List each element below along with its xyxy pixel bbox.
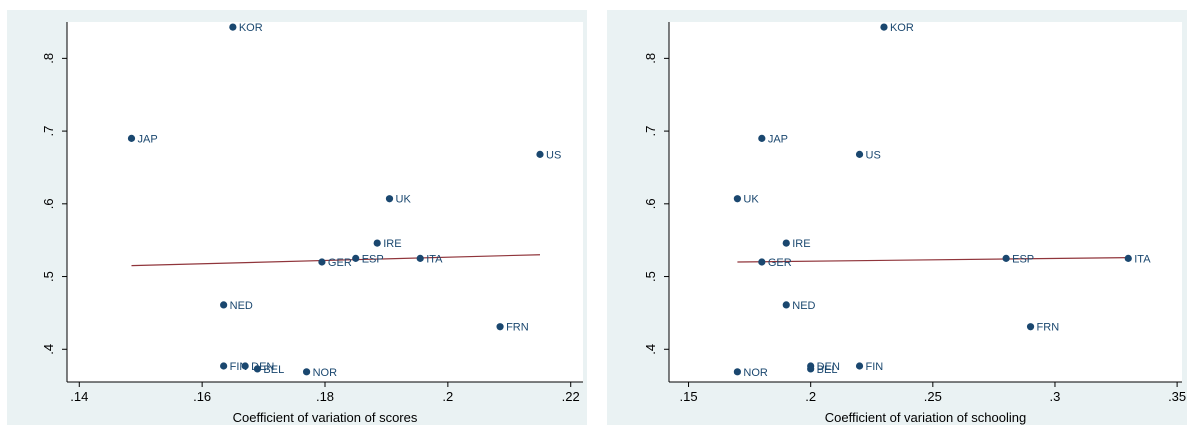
y-tick-label: .8 [41, 53, 56, 64]
data-point [1124, 254, 1132, 262]
data-point-label: ITA [1134, 253, 1151, 265]
data-point [253, 365, 262, 373]
data-point [782, 239, 790, 247]
data-point-label: UK [743, 194, 759, 206]
data-point [352, 254, 360, 262]
data-point-label: FRN [506, 322, 529, 334]
data-point [302, 368, 311, 376]
data-point-label: DEN [817, 361, 840, 373]
scatter-panel-1: .14 .16 .18 .2 .22 .4 .5 .6 .7 .8 Coefficient of v… [7, 10, 587, 425]
x-tick-label: .25 [924, 389, 942, 404]
data-point-label: ESP [362, 253, 384, 265]
data-point [1002, 254, 1010, 262]
data-point [536, 150, 544, 158]
y-tick-label: .4 [643, 344, 658, 355]
x-axis-title: Coefficient of variation of scores [233, 410, 418, 425]
x-tick-label: .2 [442, 389, 453, 404]
data-point-label: IRE [792, 238, 810, 250]
data-point-label: IRE [383, 238, 401, 250]
data-point [241, 362, 249, 370]
x-tick-label: .3 [1050, 389, 1061, 404]
data-point [758, 258, 766, 266]
data-point [733, 368, 742, 376]
data-point-label: GER [328, 257, 352, 269]
y-tick-label: .7 [41, 126, 56, 137]
data-point-label: FIN [866, 361, 884, 373]
data-point-label: ESP [1012, 253, 1034, 265]
x-tick-label: .14 [70, 389, 88, 404]
data-point [880, 23, 888, 31]
x-tick-label: .18 [316, 389, 334, 404]
fitted-line [131, 254, 541, 267]
data-point [758, 134, 766, 142]
data-point [733, 195, 742, 203]
x-tick-label: .15 [680, 389, 698, 404]
data-point [496, 323, 504, 331]
data-point-label: US [546, 149, 561, 161]
x-axis-title: Coefficient of variation of schooling [825, 410, 1026, 425]
data-point [373, 239, 381, 247]
data-point-label: US [866, 149, 881, 161]
fitted-line [737, 257, 1129, 263]
data-point-label: JAP [768, 133, 788, 145]
y-tick-label: .5 [643, 271, 658, 282]
data-point [782, 301, 790, 309]
data-point-label: BEL [263, 364, 284, 376]
plot-area [67, 22, 583, 382]
data-point [416, 254, 424, 262]
y-tick-label: .6 [41, 198, 56, 209]
data-point [855, 150, 864, 158]
x-tick-label: .2 [805, 389, 816, 404]
data-point [127, 134, 136, 142]
data-point-label: NOR [743, 367, 768, 379]
data-point-label: GER [768, 257, 792, 269]
data-point [229, 23, 237, 31]
data-point [807, 365, 815, 373]
data-point [855, 362, 864, 370]
data-point-label: NED [792, 300, 815, 312]
x-tick-label: .22 [562, 389, 580, 404]
data-point [220, 362, 228, 370]
data-point-label: BEL [817, 364, 838, 376]
y-tick-label: .4 [41, 344, 56, 355]
data-point [1026, 323, 1035, 331]
data-point-label: KOR [239, 22, 263, 34]
data-point-label: UK [396, 194, 412, 206]
x-tick-label: .16 [193, 389, 211, 404]
data-point-label: FRN [1037, 322, 1060, 334]
x-tick-label: .35 [1168, 389, 1186, 404]
y-tick-label: .6 [643, 198, 658, 209]
data-point [385, 195, 394, 203]
data-point-label: JAP [138, 133, 158, 145]
plot-area [669, 22, 1182, 382]
data-point-label: KOR [890, 22, 914, 34]
data-point [220, 301, 228, 309]
data-point-label: NOR [313, 367, 338, 379]
data-point-label: NED [230, 300, 253, 312]
data-point [318, 258, 326, 266]
scatter-panel-2: .15 .2 .25 .3 .35 .4 .5 .6 .7 .8 Coefficient of va… [607, 10, 1187, 425]
y-tick-label: .8 [643, 53, 658, 64]
y-tick-label: .7 [643, 126, 658, 137]
y-tick-label: .5 [41, 271, 56, 282]
data-point-label: ITA [426, 253, 443, 265]
